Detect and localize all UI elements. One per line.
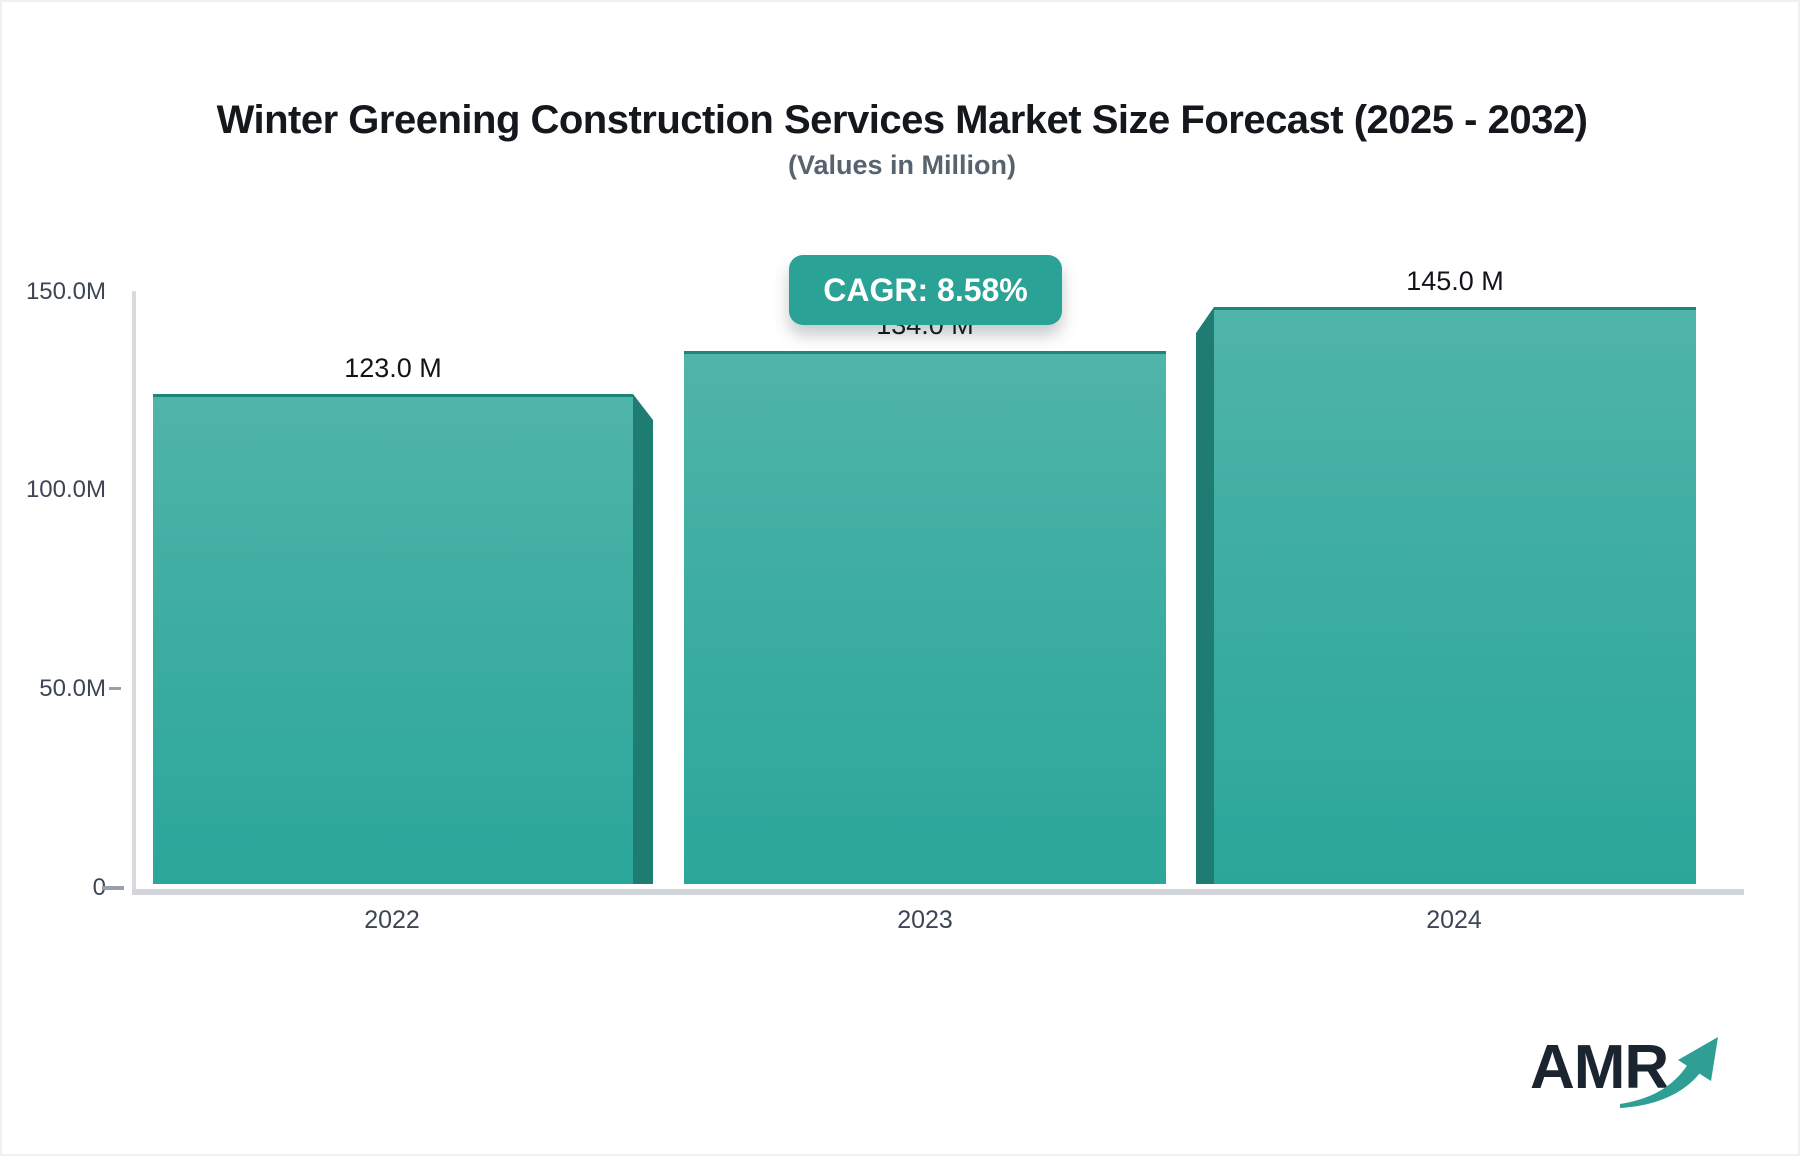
y-axis-line: [132, 291, 136, 895]
bar-face: [153, 394, 633, 884]
x-axis-baseline: [132, 889, 1744, 895]
x-tick-label-2023: 2023: [897, 906, 953, 934]
y-tick-mark-0: [102, 886, 124, 890]
y-tick-label-50m: 50.0M: [39, 675, 106, 702]
y-tick-label-0: 0: [92, 874, 106, 901]
bar-2024[interactable]: 145.0 M: [1196, 266, 1696, 884]
bar-value-label: 123.0 M: [344, 353, 442, 383]
x-tick-label-2024: 2024: [1426, 906, 1482, 934]
bar-face: [684, 351, 1166, 884]
bar-2022[interactable]: 123.0 M: [153, 353, 653, 884]
y-tick-mark-50m: [109, 687, 121, 690]
trend-up-arrow-icon: [1620, 1037, 1718, 1108]
chart-title: Winter Greening Construction Services Ma…: [216, 98, 1588, 142]
brand-logo-text: AMR: [1530, 1033, 1669, 1102]
y-tick-label-100m: 100.0M: [25, 476, 106, 503]
brand-logo: AMR: [1530, 1032, 1740, 1122]
chart-subtitle: (Values in Million): [787, 150, 1017, 180]
bar-side-shadow: [1196, 307, 1214, 884]
x-tick-label-2022: 2022: [364, 906, 420, 934]
bar-value-label: 145.0 M: [1406, 266, 1504, 296]
cagr-badge: CAGR: 8.58%: [789, 255, 1062, 325]
bar-face: [1214, 307, 1696, 884]
y-tick-label-150m: 150.0M: [25, 278, 106, 305]
bar-side-shadow: [633, 394, 653, 884]
bar-2023[interactable]: 134.0 M: [684, 310, 1166, 884]
